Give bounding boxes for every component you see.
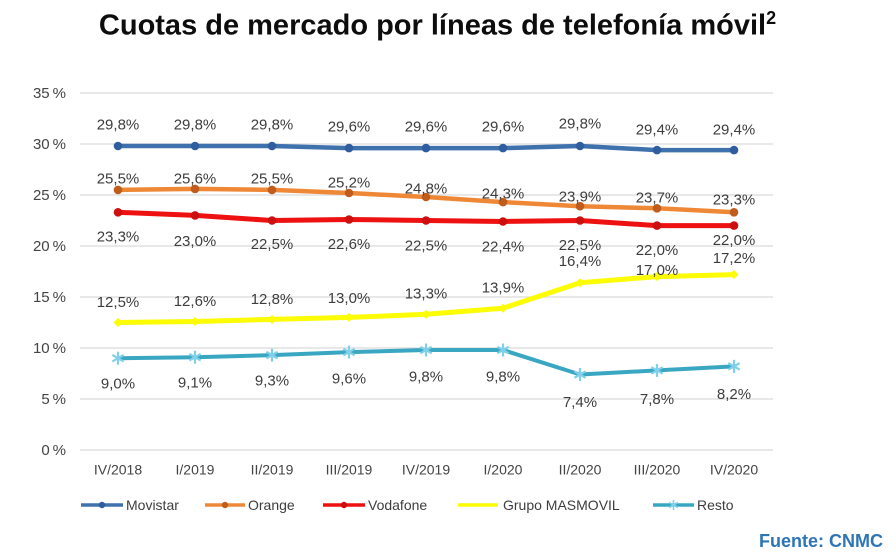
svg-text:22,0%: 22,0% — [636, 242, 679, 259]
svg-text:16,4%: 16,4% — [559, 253, 602, 270]
svg-text:29,4%: 29,4% — [713, 122, 756, 139]
svg-text:23,3%: 23,3% — [713, 192, 756, 209]
svg-text:0 %: 0 % — [41, 442, 66, 459]
svg-text:29,8%: 29,8% — [174, 116, 217, 133]
svg-text:9,0%: 9,0% — [101, 376, 135, 393]
svg-text:22,0%: 22,0% — [713, 232, 756, 249]
svg-text:29,6%: 29,6% — [328, 119, 371, 136]
svg-text:Resto: Resto — [697, 497, 734, 513]
svg-text:II/2019: II/2019 — [251, 462, 294, 478]
svg-text:22,4%: 22,4% — [482, 238, 525, 255]
svg-text:9,8%: 9,8% — [486, 368, 520, 385]
svg-text:III/2020: III/2020 — [634, 462, 681, 478]
svg-text:35 %: 35 % — [33, 85, 66, 102]
svg-text:17,0%: 17,0% — [636, 262, 679, 279]
svg-text:7,8%: 7,8% — [640, 391, 674, 408]
svg-text:I/2020: I/2020 — [484, 462, 523, 478]
svg-text:23,0%: 23,0% — [174, 233, 217, 250]
svg-text:II/2020: II/2020 — [559, 462, 602, 478]
svg-text:III/2019: III/2019 — [326, 462, 373, 478]
svg-text:30 %: 30 % — [33, 136, 66, 153]
svg-text:5 %: 5 % — [41, 391, 66, 408]
svg-text:Grupo MASMOVIL: Grupo MASMOVIL — [503, 497, 620, 513]
svg-text:22,5%: 22,5% — [559, 237, 602, 254]
svg-text:8,2%: 8,2% — [717, 386, 751, 403]
svg-text:Vodafone: Vodafone — [368, 497, 427, 513]
svg-text:20 %: 20 % — [33, 238, 66, 255]
svg-text:9,1%: 9,1% — [178, 375, 212, 392]
svg-text:IV/2018: IV/2018 — [94, 462, 142, 478]
svg-text:29,8%: 29,8% — [559, 115, 602, 132]
svg-text:10 %: 10 % — [33, 340, 66, 357]
svg-text:23,9%: 23,9% — [559, 189, 602, 206]
svg-text:29,8%: 29,8% — [97, 116, 140, 133]
svg-text:29,6%: 29,6% — [482, 119, 525, 136]
svg-text:25,5%: 25,5% — [97, 170, 140, 187]
svg-text:25,2%: 25,2% — [328, 174, 371, 191]
svg-text:Movistar: Movistar — [126, 497, 179, 513]
svg-text:22,5%: 22,5% — [251, 236, 294, 253]
svg-text:29,8%: 29,8% — [251, 116, 294, 133]
svg-text:9,3%: 9,3% — [255, 373, 289, 390]
svg-text:12,8%: 12,8% — [251, 291, 294, 308]
svg-text:13,0%: 13,0% — [328, 290, 371, 307]
svg-text:24,8%: 24,8% — [405, 180, 448, 197]
svg-text:29,4%: 29,4% — [636, 122, 679, 139]
svg-text:22,6%: 22,6% — [328, 236, 371, 253]
svg-text:I/2019: I/2019 — [176, 462, 215, 478]
svg-text:23,7%: 23,7% — [636, 190, 679, 207]
svg-text:12,5%: 12,5% — [97, 294, 140, 311]
svg-text:25,5%: 25,5% — [251, 170, 294, 187]
svg-text:29,6%: 29,6% — [405, 119, 448, 136]
svg-text:IV/2020: IV/2020 — [710, 462, 758, 478]
svg-text:13,9%: 13,9% — [482, 280, 525, 297]
svg-text:13,3%: 13,3% — [405, 286, 448, 303]
svg-text:9,8%: 9,8% — [409, 368, 443, 385]
svg-text:Orange: Orange — [248, 497, 295, 513]
svg-text:9,6%: 9,6% — [332, 371, 366, 388]
svg-text:7,4%: 7,4% — [563, 394, 597, 411]
svg-text:23,3%: 23,3% — [97, 229, 140, 246]
svg-text:25,6%: 25,6% — [174, 170, 217, 187]
svg-text:24,3%: 24,3% — [482, 186, 525, 203]
svg-text:22,5%: 22,5% — [405, 237, 448, 254]
svg-text:15 %: 15 % — [33, 289, 66, 306]
svg-text:25 %: 25 % — [33, 187, 66, 204]
svg-text:12,6%: 12,6% — [174, 293, 217, 310]
svg-text:17,2%: 17,2% — [713, 250, 756, 267]
svg-text:IV/2019: IV/2019 — [402, 462, 450, 478]
